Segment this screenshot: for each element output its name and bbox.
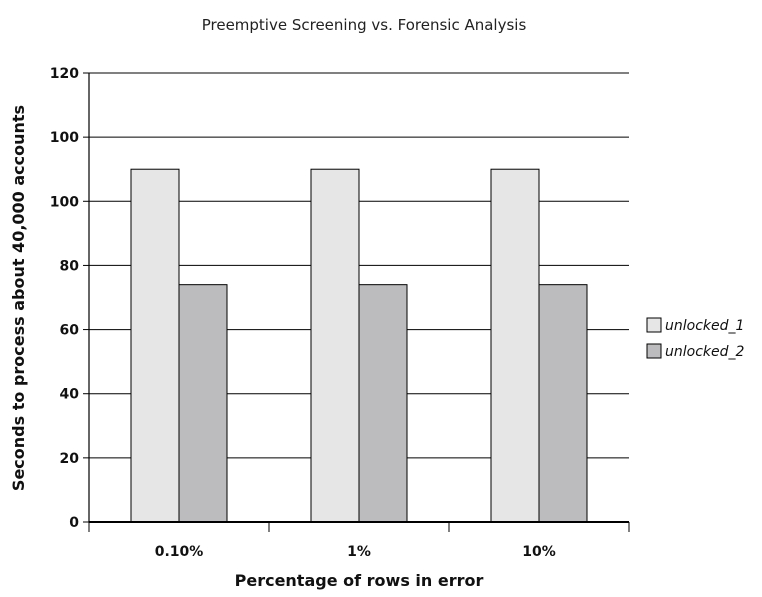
bar-unlocked_2-0 [178,284,228,523]
legend: unlocked_1 unlocked_2 [646,317,745,360]
legend-label-unlocked_1: unlocked_1 [665,318,744,334]
x-tick-label: 1% [347,544,371,560]
y-tick-label: 100 [50,194,79,210]
y-tick-labels: 0 20 40 60 80 100 100 120 [50,66,79,531]
x-tick-label: 0.10% [155,544,204,560]
x-tick-label: 10% [522,544,556,560]
axes [83,72,630,532]
y-tick-label: 120 [50,66,79,82]
x-axis-label: Percentage of rows in error [235,571,484,590]
x-tick-labels: 0.10% 1% 10% [155,544,556,560]
y-tick-label: 40 [60,387,80,403]
legend-swatch-unlocked_1 [646,317,662,333]
y-tick-label: 60 [60,323,80,339]
bars [130,168,588,523]
y-axis-label: Seconds to process about 40,000 accounts [9,105,28,491]
chart-title: Preemptive Screening vs. Forensic Analys… [202,16,527,34]
y-tick-label: 100 [50,130,79,146]
bar-unlocked_1-2 [490,168,540,523]
legend-swatch-unlocked_2 [646,343,662,359]
y-tick-label: 80 [60,258,80,274]
y-tick-label: 0 [69,515,79,531]
y-tick-label: 20 [60,451,80,467]
bar-unlocked_2-2 [538,284,588,523]
legend-label-unlocked_2: unlocked_2 [665,344,745,360]
bar-unlocked_1-1 [310,168,360,523]
bar-unlocked_1-0 [130,168,180,523]
bar-unlocked_2-1 [358,284,408,523]
